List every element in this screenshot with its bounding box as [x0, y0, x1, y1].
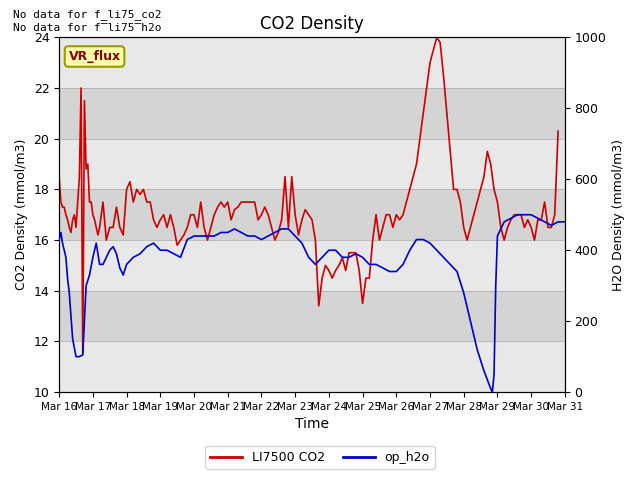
- Text: No data for f_li75_co2: No data for f_li75_co2: [13, 9, 161, 20]
- Bar: [59, 190, 565, 240]
- Bar: [59, 240, 565, 291]
- Bar: [59, 88, 565, 139]
- Y-axis label: H2O Density (mmol/m3): H2O Density (mmol/m3): [612, 139, 625, 291]
- Bar: [59, 139, 565, 190]
- Legend: LI7500 CO2, op_h2o: LI7500 CO2, op_h2o: [205, 446, 435, 469]
- Bar: [59, 341, 565, 392]
- Bar: [59, 291, 565, 341]
- X-axis label: Time: Time: [295, 418, 329, 432]
- Title: CO2 Density: CO2 Density: [260, 15, 364, 33]
- Text: VR_flux: VR_flux: [68, 50, 120, 63]
- Y-axis label: CO2 Density (mmol/m3): CO2 Density (mmol/m3): [15, 139, 28, 290]
- Bar: [59, 37, 565, 88]
- Text: No data for f̅li75̅h2o: No data for f̅li75̅h2o: [13, 23, 161, 33]
